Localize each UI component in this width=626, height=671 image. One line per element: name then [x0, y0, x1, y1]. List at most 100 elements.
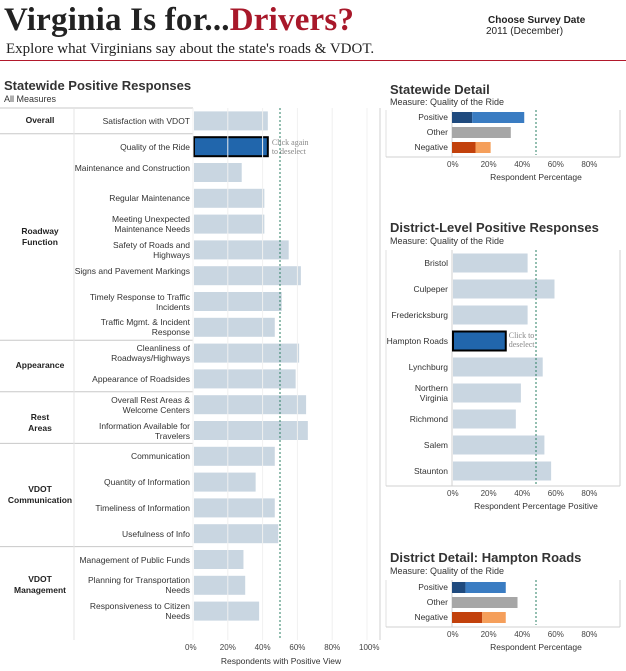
category-label[interactable]: Management of Public Funds — [79, 554, 190, 565]
district-label-fredericksburg[interactable]: Fredericksburg — [391, 310, 448, 320]
survey-date-filter[interactable]: Choose Survey Date 2011 (December) — [486, 15, 585, 37]
category-label[interactable]: Information Available for Travelers — [98, 420, 190, 441]
click-deselect-annotation: Click to deselect — [508, 331, 535, 349]
bar-timeliness-of-information — [194, 498, 275, 518]
category-label[interactable]: Responsiveness to Citizen Needs — [89, 601, 190, 622]
category-label[interactable]: Regular Maintenance — [109, 193, 190, 204]
category-label-positive[interactable]: Positive — [418, 582, 448, 592]
category-label[interactable]: Planning for Transportation Needs — [87, 575, 190, 596]
statewide-detail-subtitle: Measure: Quality of the Ride — [390, 97, 505, 107]
survey-date-value[interactable]: 2011 (December) — [486, 26, 564, 37]
bar-richmond — [453, 409, 516, 429]
bar-negative-segment-2 — [482, 612, 506, 623]
category-label[interactable]: Quality of the Ride — [120, 141, 190, 152]
category-label[interactable]: Timely Response to Traffic Incidents — [89, 291, 190, 312]
category-label[interactable]: Usefulness of Info — [121, 528, 190, 539]
category-label-other[interactable]: Other — [426, 597, 448, 607]
group-label-roadway-function: Roadway Function — [21, 226, 59, 247]
category-label[interactable]: Appearance of Roadsides — [92, 373, 190, 384]
bar-satisfaction-with-vdot — [194, 111, 268, 131]
category-label-other[interactable]: Other — [426, 127, 448, 137]
group-label-vdot-communication: VDOT Communication — [7, 484, 73, 505]
bar-usefulness-of-info — [194, 524, 279, 544]
category-label[interactable]: Communication — [130, 451, 190, 462]
dashboard-title: Virginia Is for...Drivers? — [4, 2, 354, 39]
x-tick-label: 20% — [480, 489, 497, 498]
x-tick-label: 0% — [447, 630, 459, 639]
category-label[interactable]: Signs and Pavement Markings — [74, 265, 190, 276]
category-label[interactable]: Traffic Mgmt. & Incident Response — [100, 317, 190, 338]
bar-bristol — [453, 253, 528, 273]
district-positive-title: District-Level Positive Responses — [390, 220, 599, 235]
bar-negative-segment-2 — [475, 142, 491, 153]
survey-date-label: Choose Survey Date — [488, 15, 586, 26]
x-tick-label: 40% — [514, 489, 531, 498]
category-label[interactable]: Maintenance and Construction — [74, 162, 190, 173]
category-label[interactable]: Quantity of Information — [104, 477, 190, 488]
dashboard-subtitle: Explore what Virginians say about the st… — [6, 41, 375, 57]
category-label[interactable]: Meeting Unexpected Maintenance Needs — [112, 214, 190, 235]
district-label-richmond[interactable]: Richmond — [409, 414, 448, 424]
x-tick-label: 40% — [514, 160, 531, 169]
statewide-positive-subtitle: All Measures — [4, 94, 57, 104]
category-label-negative[interactable]: Negative — [414, 612, 448, 622]
category-label[interactable]: Timeliness of Information — [95, 502, 190, 513]
bar-appearance-of-roadsides — [194, 369, 296, 389]
category-label[interactable]: Satisfaction with VDOT — [102, 115, 190, 126]
bar-positive-segment-1 — [452, 112, 473, 123]
district-label-salem[interactable]: Salem — [423, 440, 448, 450]
bar-hampton-roads — [452, 330, 507, 352]
category-label[interactable]: Safety of Roads and Highways — [112, 239, 190, 260]
statewide-positive-title: Statewide Positive Responses — [4, 78, 192, 93]
x-tick-label: 60% — [547, 630, 564, 639]
group-label-vdot-management: VDOT Management — [14, 574, 66, 596]
bar-culpeper — [453, 279, 555, 299]
bar-negative-segment-1 — [452, 612, 483, 623]
category-label[interactable]: Overall Rest Areas & Welcome Centers — [111, 394, 190, 415]
x-axis-label: Respondents with Positive View — [220, 656, 342, 666]
district-positive-subtitle: Measure: Quality of the Ride — [390, 236, 505, 246]
bar-safety-of-roads-and-highways — [194, 240, 289, 260]
bar-meeting-unexpected-maintenance-needs — [194, 214, 265, 234]
district-label-culpeper[interactable]: Culpeper — [413, 284, 449, 294]
x-tick-label: 0% — [185, 643, 197, 652]
x-tick-label: 0% — [447, 160, 459, 169]
bar-other-segment-1 — [452, 597, 518, 608]
x-tick-label: 40% — [254, 643, 271, 652]
bar-maintenance-and-construction — [194, 163, 242, 182]
category-label-negative[interactable]: Negative — [414, 142, 448, 152]
x-tick-label: 60% — [547, 160, 564, 169]
bar-negative-segment-1 — [452, 142, 476, 153]
district-label-lynchburg[interactable]: Lynchburg — [408, 362, 448, 372]
click-deselect-annotation: Click again to deselect — [271, 137, 309, 156]
bar-positive-segment-2 — [465, 582, 506, 593]
x-tick-label: 100% — [359, 643, 380, 652]
title-part1: Virginia Is for... — [4, 2, 230, 38]
district-detail-subtitle: Measure: Quality of the Ride — [390, 566, 505, 576]
x-tick-label: 40% — [514, 630, 531, 639]
district-detail-title: District Detail: Hampton Roads — [390, 550, 582, 565]
bar-northern-virginia — [453, 383, 521, 403]
district-label-bristol[interactable]: Bristol — [424, 258, 448, 268]
bar-responsiveness-to-citizen-needs — [194, 601, 260, 621]
category-label-positive[interactable]: Positive — [418, 112, 448, 122]
x-tick-label: 20% — [219, 643, 236, 652]
x-tick-label: 80% — [581, 489, 598, 498]
group-label-rest-areas: Rest Areas — [28, 411, 52, 433]
x-tick-label: 20% — [480, 630, 497, 639]
bar-cleanliness-of-roadways-highways — [194, 343, 300, 363]
district-label-staunton[interactable]: Staunton — [413, 466, 448, 476]
bar-quality-of-the-ride — [193, 136, 269, 158]
x-axis-label: Respondent Percentage — [490, 172, 582, 182]
category-label[interactable]: Cleanliness of Roadways/Highways — [111, 343, 190, 364]
bar-planning-for-transportation-needs — [194, 575, 246, 595]
district-label-northern-virginia[interactable]: Northern Virginia — [414, 383, 448, 403]
bar-signs-and-pavement-markings — [194, 266, 301, 286]
district-label-hampton-roads[interactable]: Hampton Roads — [386, 336, 448, 346]
statewide-detail-title: Statewide Detail — [390, 82, 490, 97]
x-tick-label: 60% — [289, 643, 306, 652]
title-part2: Drivers? — [229, 2, 355, 38]
